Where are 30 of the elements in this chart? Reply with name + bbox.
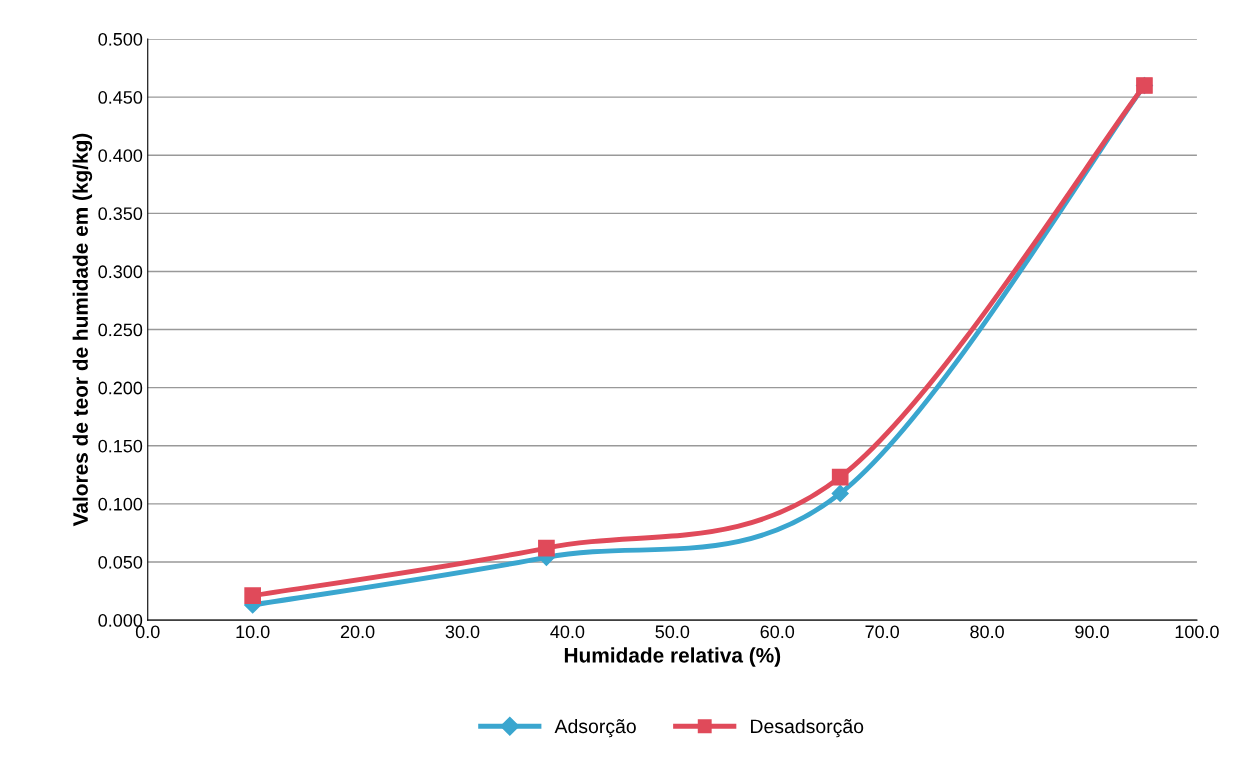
x-tick-label: 10.0 <box>236 625 270 639</box>
y-tick-label: 0.450 <box>98 91 143 104</box>
y-tick-label: 0.500 <box>98 32 143 46</box>
y-tick-label: 0.200 <box>98 381 143 395</box>
y-tick-label: 0.300 <box>98 265 143 279</box>
y-tick-label: 0.400 <box>98 149 143 162</box>
legend-label: Desadsorção <box>751 718 864 738</box>
y-tick-label: 0.250 <box>98 323 143 337</box>
y-tick-label: 0.350 <box>98 207 143 221</box>
x-tick-label: 60.0 <box>760 625 795 639</box>
y-tick-label: 0.050 <box>98 555 143 569</box>
x-axis-title: Humidade relativa (%) <box>564 647 781 667</box>
x-tick-label: 80.0 <box>970 625 1004 639</box>
y-tick-label: 0.000 <box>98 614 143 627</box>
point <box>831 484 849 502</box>
legend-label: Adsorção <box>554 718 636 738</box>
point <box>831 468 849 486</box>
point <box>538 539 555 557</box>
x-tick-label: 100.0 <box>1175 625 1219 639</box>
y-tick-label: 0.100 <box>98 497 143 511</box>
y-axis-title: Valores de teor de humidade em (kg/kg) <box>72 133 93 527</box>
point <box>244 587 261 605</box>
x-tick-label: 50.0 <box>655 625 690 639</box>
x-tick-label: 20.0 <box>340 625 375 639</box>
x-tick-label: 70.0 <box>865 625 900 639</box>
x-tick-label: 0.0 <box>135 625 160 639</box>
x-tick-label: 90.0 <box>1075 625 1109 639</box>
y-tick-label: 0.150 <box>98 439 143 453</box>
x-tick-label: 40.0 <box>550 625 585 639</box>
x-tick-label: 30.0 <box>445 625 480 639</box>
